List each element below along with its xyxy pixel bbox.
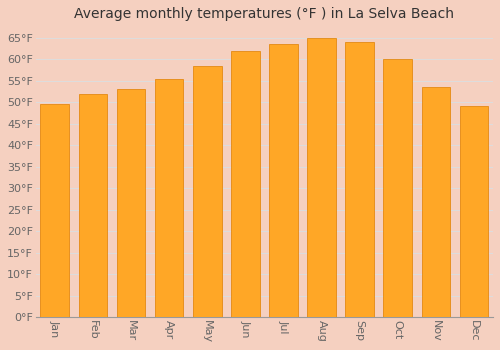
Bar (346, 42, 374, 317)
Bar (40, 104, 69, 317)
Title: Average monthly temperatures (°F ) in La Selva Beach: Average monthly temperatures (°F ) in La… (74, 7, 454, 21)
Bar (422, 87, 450, 317)
Bar (384, 59, 412, 317)
Bar (308, 38, 336, 317)
Bar (231, 50, 260, 317)
Bar (193, 65, 222, 317)
Bar (155, 78, 184, 317)
Bar (78, 93, 107, 317)
Bar (116, 89, 146, 317)
Bar (269, 44, 298, 317)
Bar (460, 106, 488, 317)
